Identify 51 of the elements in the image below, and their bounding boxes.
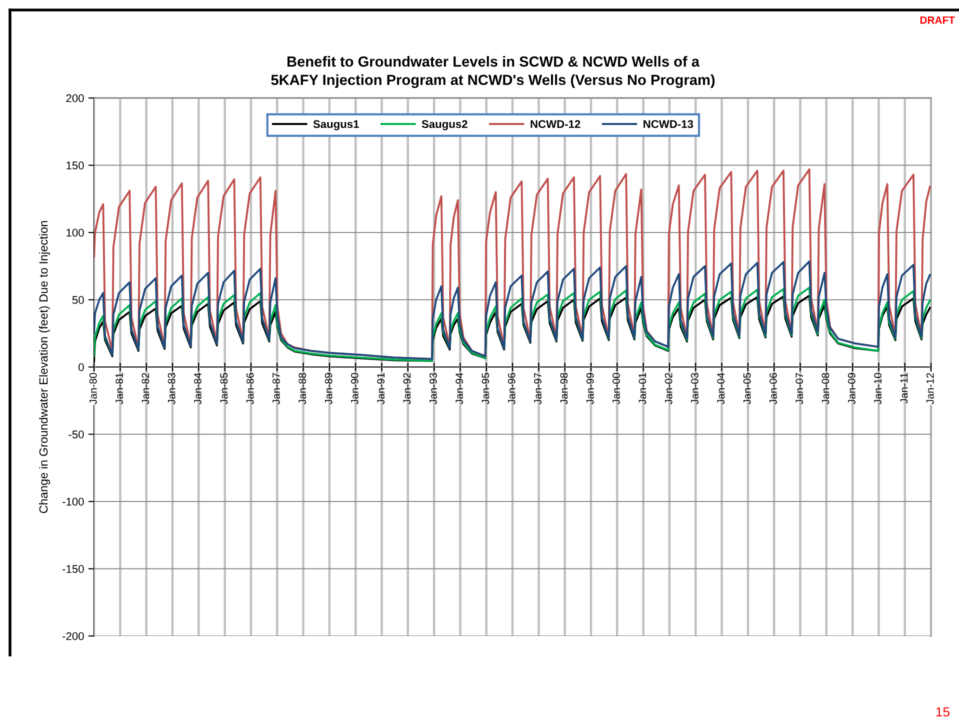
y-tick-label: -150 [62,565,84,573]
text: DRAFT [920,16,955,24]
x-tick-label: Jan-04 [717,372,725,404]
x-tick-label: Jan-96 [508,373,516,404]
x-tick-label: Jan-10 [874,372,882,404]
x-tick-label: Jan-00 [612,372,620,404]
y-tick-label: 150 [66,162,84,170]
x-tick-label: Jan-83 [168,373,176,404]
x-tick-label: Jan-07 [796,373,804,404]
x-tick-label: Jan-86 [246,373,254,404]
y-tick-label: 0 [78,363,84,372]
x-tick-label: Jan-88 [298,373,306,404]
x-tick-label: Jan-02 [664,373,672,404]
x-tick-label: Jan-97 [534,373,542,404]
text: 15 [936,707,950,717]
x-tick-label: Jan-03 [691,373,698,404]
y-tick-label: 200 [66,94,84,102]
legend-label: NCWD-13 [644,120,694,128]
y-tick-label: -200 [62,632,84,640]
y-axis-title: Change in Groundwater Elevation (feet) Due to Injection [38,221,50,514]
x-tick-label: Jan-98 [560,373,568,404]
x-tick-label: Jan-94 [456,372,464,404]
x-tick-label: Jan-81 [116,373,124,404]
x-tick-label: Jan-87 [272,373,280,404]
y-tick-label: 50 [72,296,84,304]
chart-title: Benefit to Groundwater Levels in SCWD & NCWD Wells of a 5KAFY Injection Program at NCWD's Wells (Versus No Program) [271,56,715,88]
x-tick-label: Jan-92 [403,373,411,404]
y-tick-label: -100 [62,498,84,506]
x-tick-label: Jan-82 [142,373,150,404]
x-tick-label: Jan-95 [482,372,490,404]
x-tick-label: Jan-11 [900,373,908,404]
legend-label: Saugus1 [313,120,359,130]
legend-label: NCWD-12 [530,120,580,128]
y-tick-label: -50 [68,430,84,438]
x-tick-label: Jan-91 [377,373,385,404]
x-tick-label: Jan-08 [822,373,830,404]
x-tick-label: Jan-84 [194,372,202,404]
x-tick-label: Jan-06 [770,373,777,404]
x-tick-label: Jan-89 [324,373,332,404]
x-tick-label: Jan-09 [848,373,856,404]
x-tick-label: Jan-05 [743,372,751,404]
x-tick-label: Jan-85 [220,372,228,404]
y-tick-label: 100 [66,228,84,237]
x-tick-label: Jan-80 [89,372,97,404]
x-tick-label: Jan-01 [638,373,646,404]
x-tick-label: Jan-93 [430,373,437,404]
x-tick-label: Jan-99 [586,373,594,404]
x-tick-label: Jan-90 [351,372,358,404]
x-tick-label: Jan-12 [926,373,934,404]
legend-label: Saugus2 [422,120,468,130]
line-series [94,260,931,360]
